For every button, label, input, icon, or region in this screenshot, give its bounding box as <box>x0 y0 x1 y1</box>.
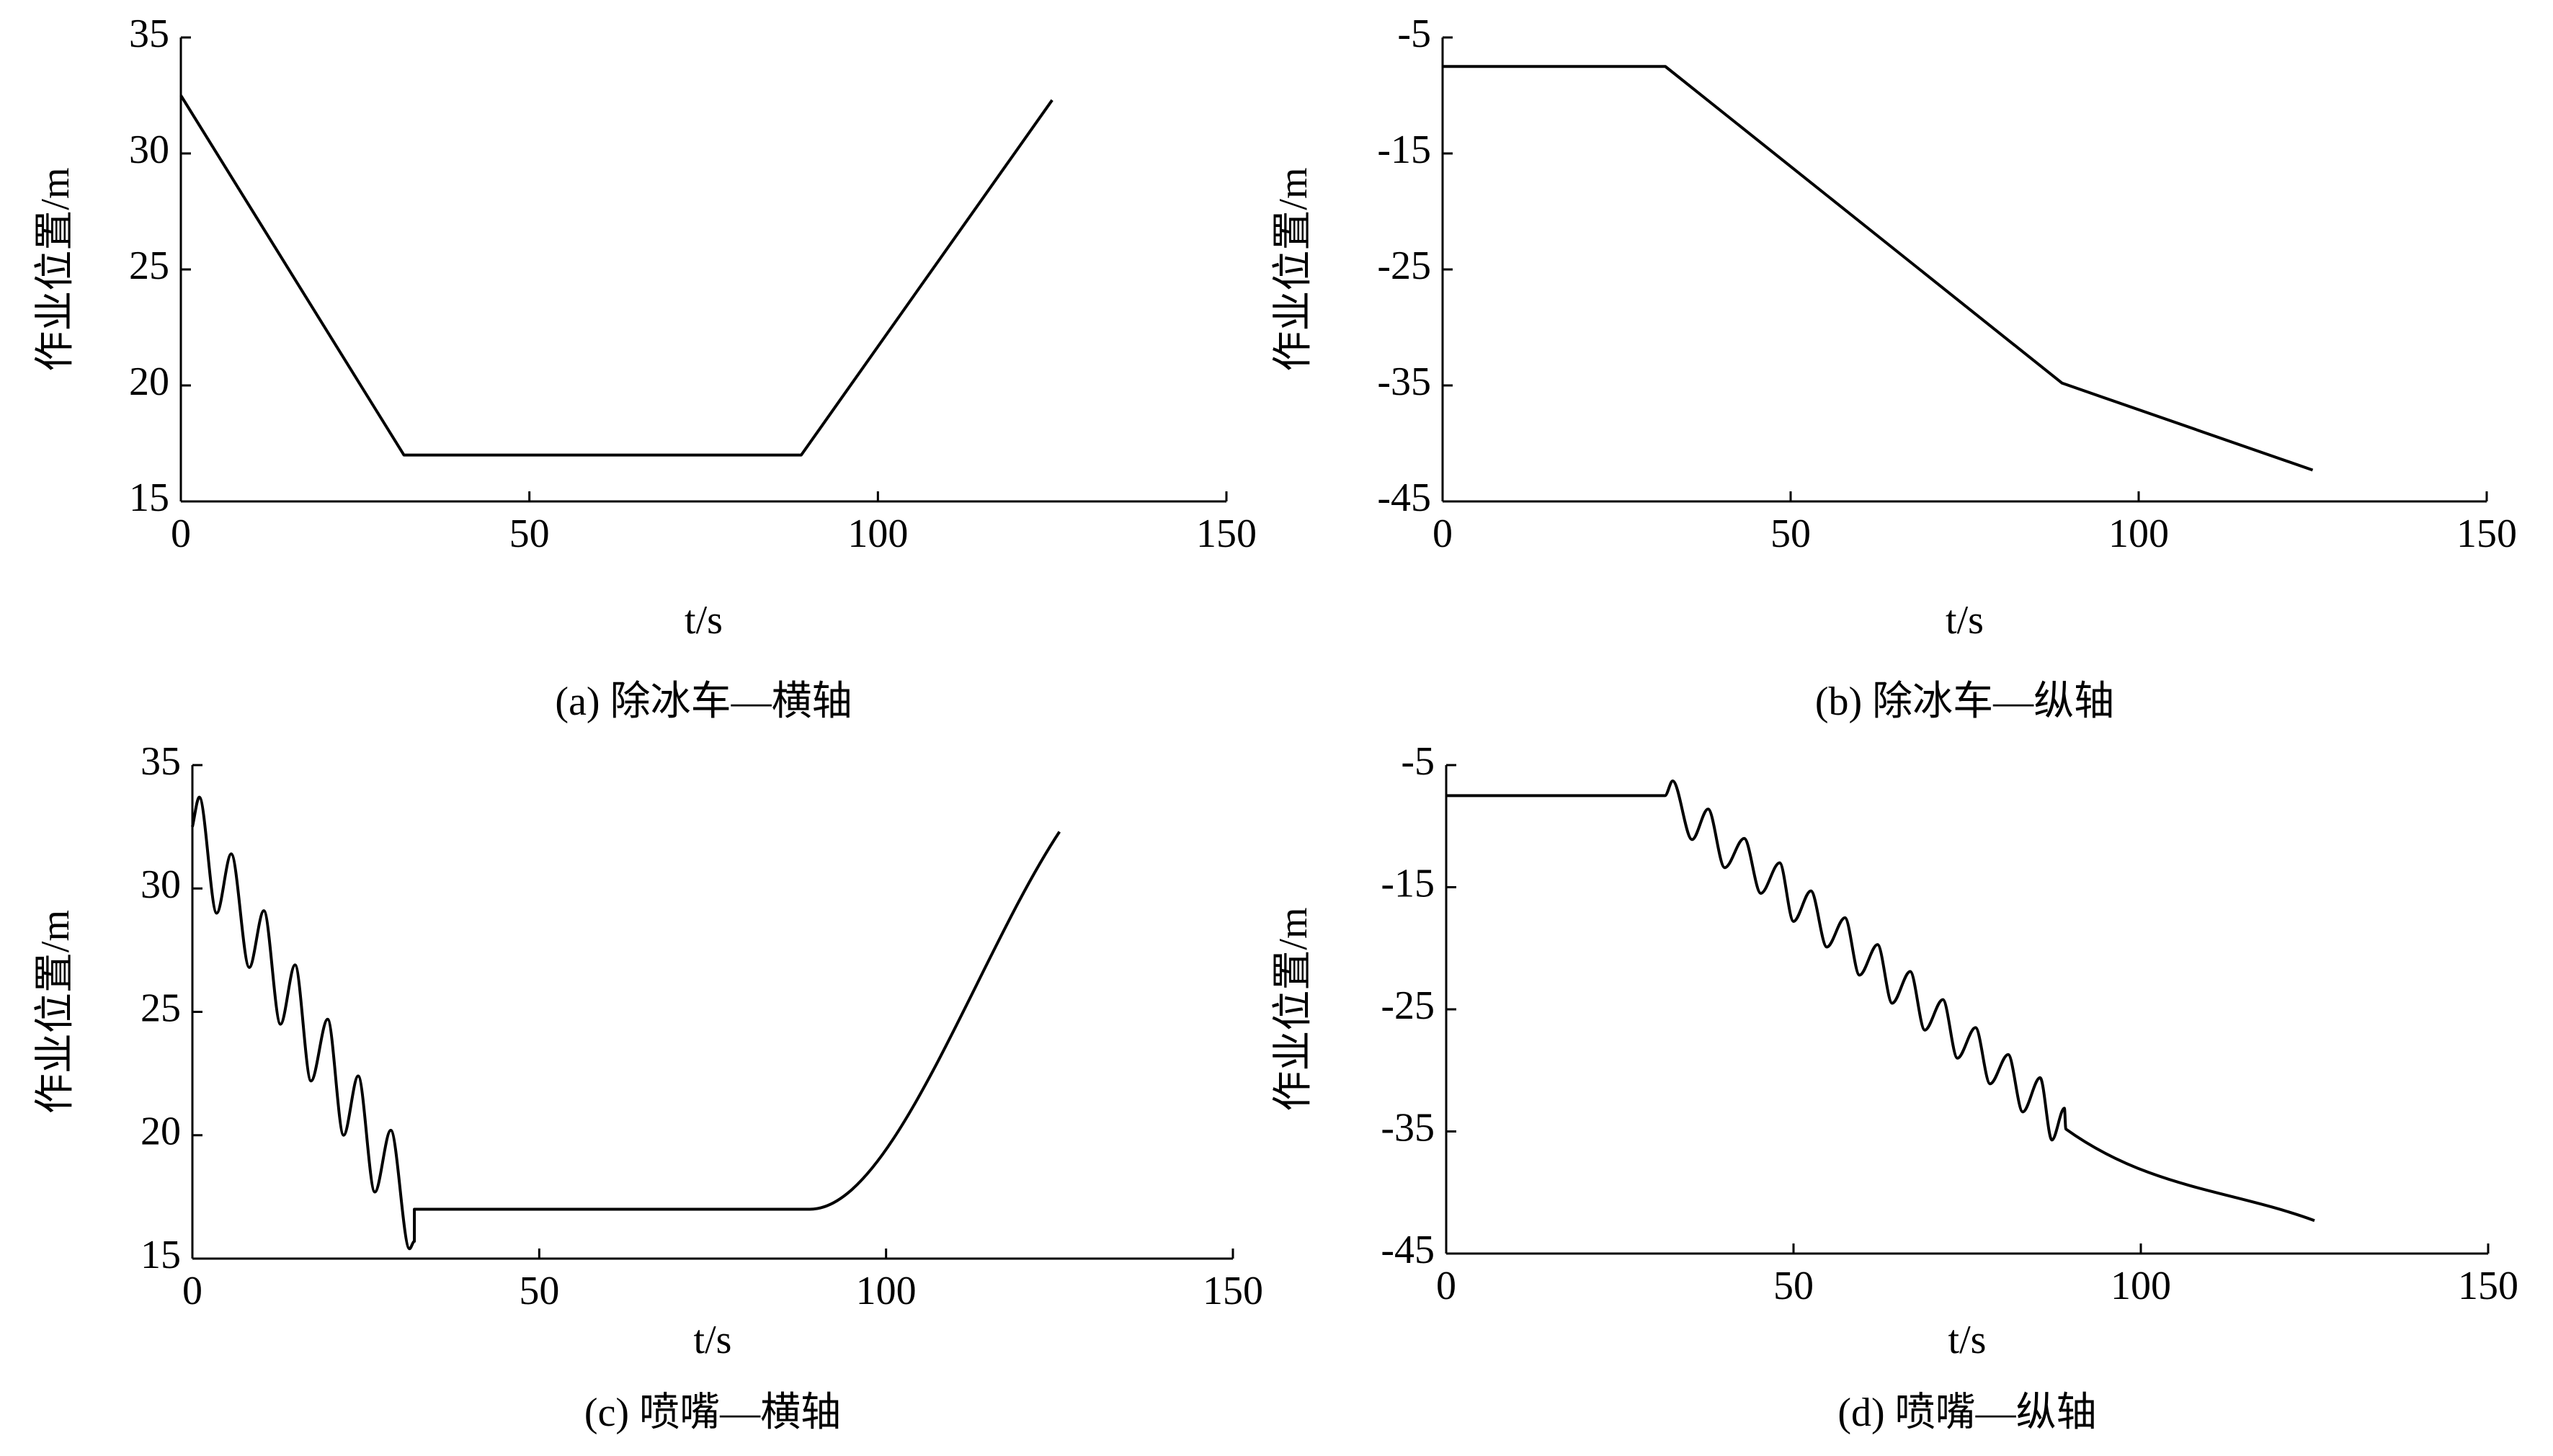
x-tick-label: 150 <box>2458 1264 2518 1308</box>
y-tick-label: 20 <box>129 359 169 404</box>
y-tick-label: 15 <box>141 1233 181 1277</box>
y-tick-label: 25 <box>129 244 169 288</box>
data-line <box>1446 780 2315 1223</box>
x-tick-label: 0 <box>182 1269 202 1313</box>
y-axis-label: 作业位置/m <box>1271 907 1316 1111</box>
x-tick-label: 100 <box>847 512 908 556</box>
y-tick-label: 35 <box>141 739 181 784</box>
x-tick-label: 150 <box>2456 512 2517 556</box>
subplot: 0 50 100 150 -45 -35 -25 -15 -5 t/s 作业位置/m (d) 喷嘴—纵… <box>1271 739 2518 1435</box>
x-tick-label: 50 <box>509 512 550 556</box>
y-tick-label: 35 <box>129 12 169 56</box>
y-tick-label: -45 <box>1381 1228 1435 1272</box>
y-tick-label: 30 <box>141 862 181 907</box>
x-tick-label: 50 <box>1773 1264 1814 1308</box>
x-tick-label: 50 <box>1770 512 1811 556</box>
subplot: 0 50 100 150 -45 -35 -25 -15 -5 t/s 作业位置/m (b) 除冰车—… <box>1271 12 2517 724</box>
y-axis-label: 作业位置/m <box>33 167 78 371</box>
subplot: 0 50 100 150 15 20 25 30 35 t/s 作业位置/m (c) 喷嘴—横轴 <box>33 739 1263 1435</box>
caption: (c) 喷嘴—横轴 <box>584 1390 841 1435</box>
y-tick-label: -5 <box>1397 12 1431 56</box>
data-line <box>1443 65 2314 472</box>
data-line <box>191 795 1061 1251</box>
y-tick-label: 20 <box>141 1109 181 1154</box>
caption: (b) 除冰车—纵轴 <box>1815 679 2114 724</box>
x-tick-label: 100 <box>2108 512 2169 556</box>
y-tick-label: 30 <box>129 128 169 172</box>
y-tick-label: -25 <box>1377 244 1431 288</box>
x-axis-label: t/s <box>694 1318 732 1362</box>
y-tick-label: -35 <box>1377 359 1431 404</box>
y-axis-label: 作业位置/m <box>1271 167 1316 371</box>
caption: (d) 喷嘴—纵轴 <box>1837 1390 2096 1435</box>
y-tick-label: -25 <box>1381 983 1435 1028</box>
x-axis-label: t/s <box>1946 598 1984 643</box>
y-axis-label: 作业位置/m <box>33 910 78 1114</box>
y-tick-label: -35 <box>1381 1105 1435 1150</box>
y-tick-label: -15 <box>1377 128 1431 172</box>
y-tick-label: -45 <box>1377 475 1431 520</box>
subplot: 0 50 100 150 15 20 25 30 35 t/s 作业位置/m (a) 除冰车—横轴 <box>33 12 1257 724</box>
x-tick-label: 150 <box>1196 512 1257 556</box>
x-axis-label: t/s <box>685 598 723 643</box>
y-tick-label: -5 <box>1401 739 1435 784</box>
x-tick-label: 50 <box>519 1269 559 1313</box>
x-tick-label: 100 <box>2111 1264 2171 1308</box>
x-tick-label: 150 <box>1203 1269 1263 1313</box>
data-line <box>179 94 1053 457</box>
x-tick-label: 100 <box>856 1269 917 1313</box>
caption: (a) 除冰车—横轴 <box>555 679 852 724</box>
y-tick-label: 15 <box>129 475 169 520</box>
x-tick-label: 0 <box>171 512 191 556</box>
x-tick-label: 0 <box>1436 1264 1456 1308</box>
y-tick-label: -15 <box>1381 861 1435 906</box>
x-tick-label: 0 <box>1433 512 1453 556</box>
y-tick-label: 25 <box>141 986 181 1030</box>
x-axis-label: t/s <box>1948 1318 1987 1362</box>
